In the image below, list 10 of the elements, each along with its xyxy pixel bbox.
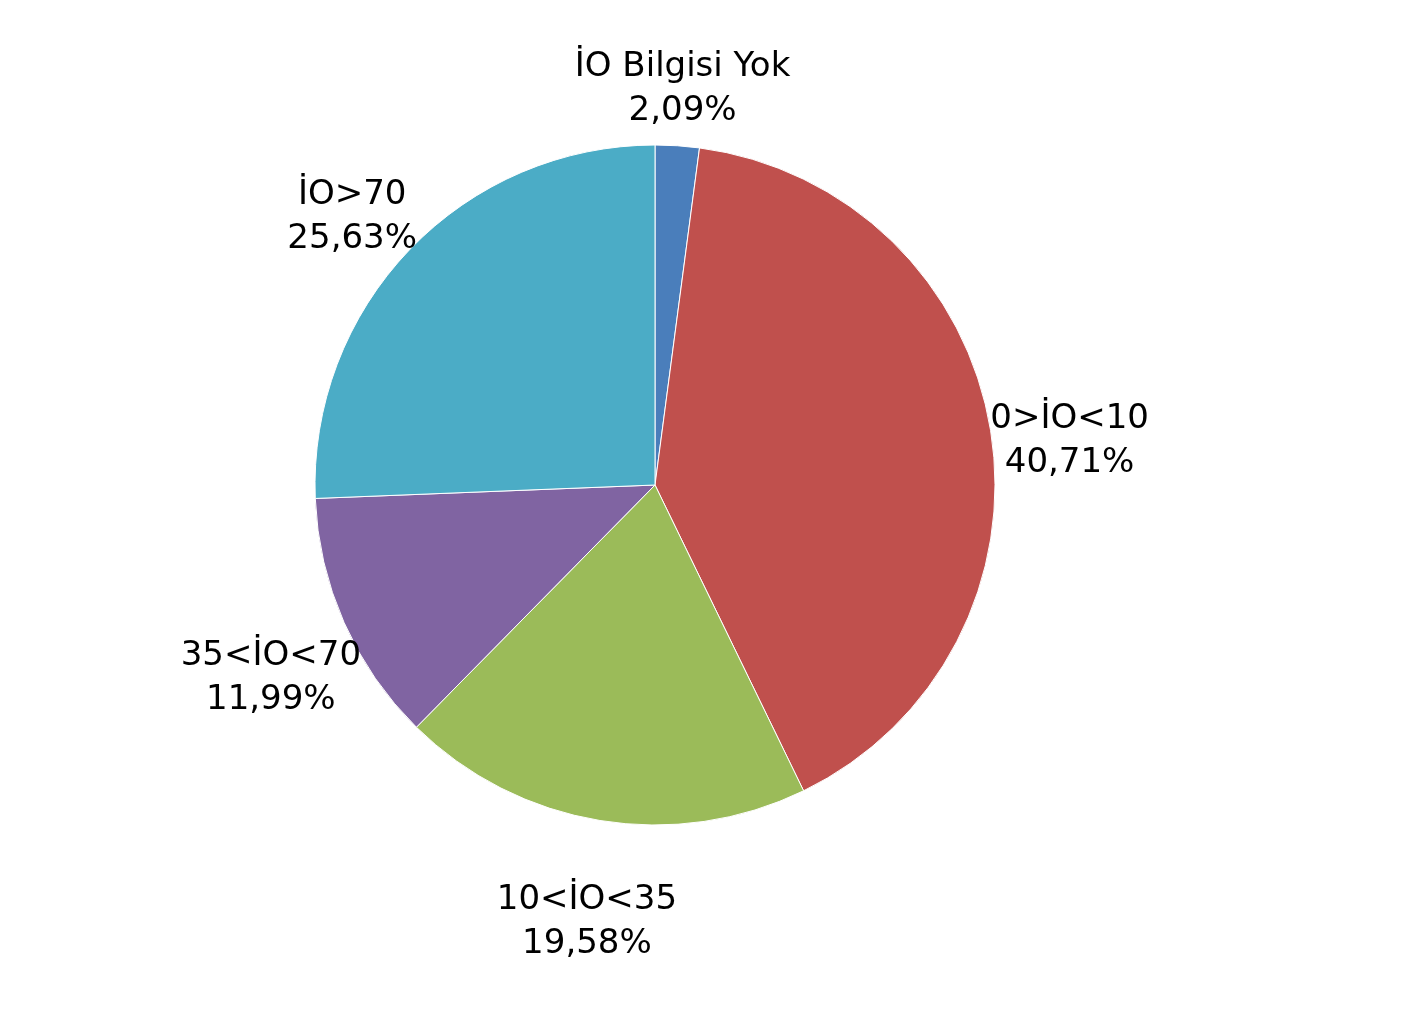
data-label: 25,63% xyxy=(287,215,418,256)
slice-label: İO Bilgisi Yok xyxy=(574,43,791,84)
slice-label: 0>İO<10 xyxy=(990,395,1149,436)
slice-label: 35<İO<70 xyxy=(180,632,362,673)
data-label: 2,09% xyxy=(628,87,737,128)
data-label: 40,71% xyxy=(1004,439,1135,480)
data-label: 11,99% xyxy=(206,676,336,717)
data-label: 19,58% xyxy=(522,921,652,962)
slice-label: 10<İO<35 xyxy=(496,877,678,918)
slice-label: İO>70 xyxy=(297,171,407,212)
